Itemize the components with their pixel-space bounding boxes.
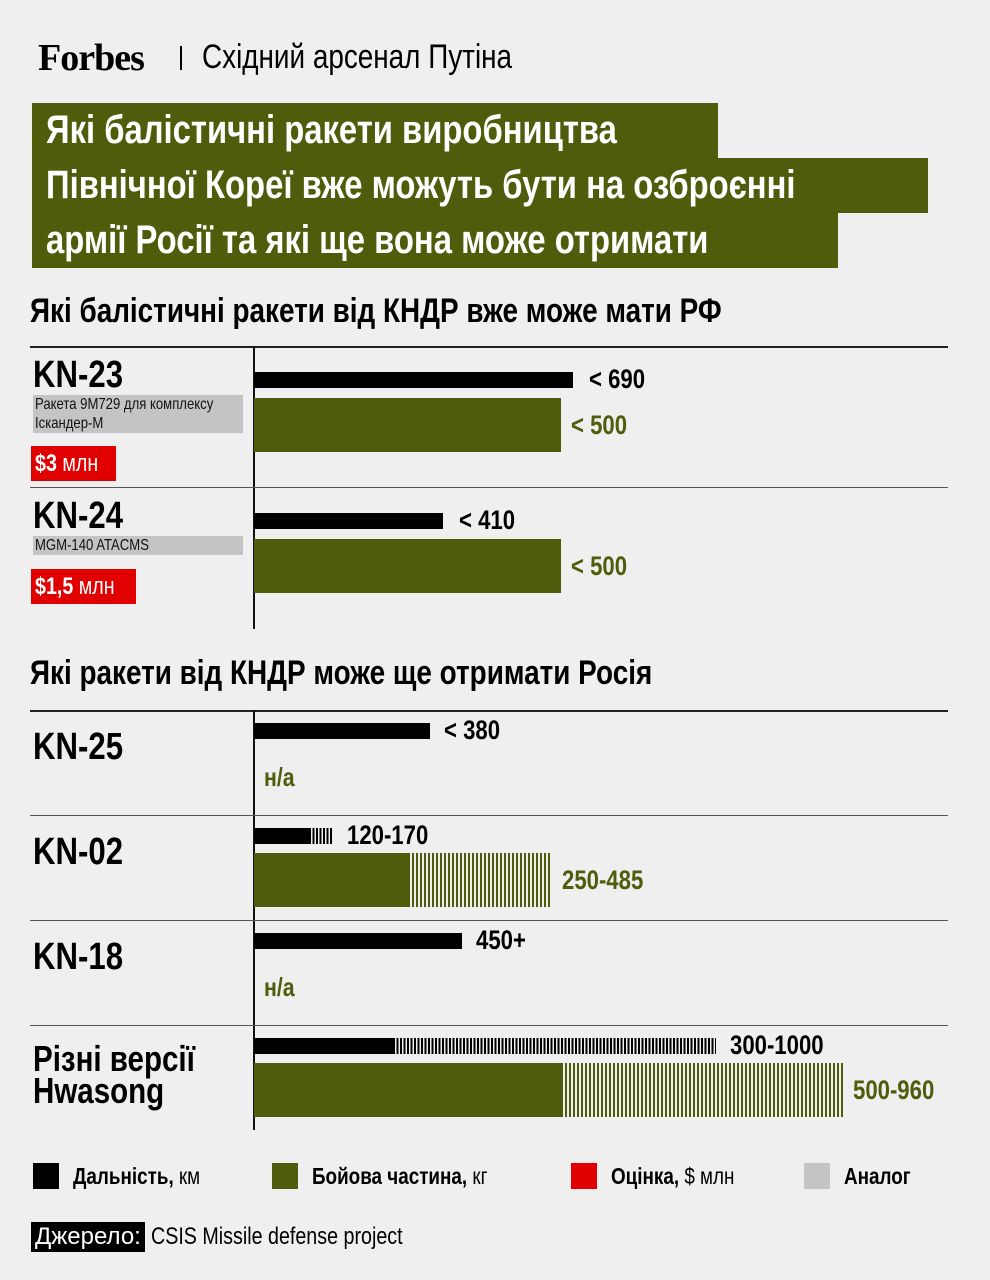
section-title-text: Які ракети від КНДР може ще отримати Рос… <box>30 654 653 692</box>
section-top-rule <box>30 710 948 712</box>
row-divider <box>30 1025 948 1026</box>
missile-name-text: KN-18 <box>33 936 124 978</box>
payload-label-text: < 500 <box>571 551 628 581</box>
payload-bar-solid <box>254 1063 561 1117</box>
analog-label: Ракета 9М729 для комплексу Іскандер-М <box>33 395 243 433</box>
legend-swatch <box>272 1163 298 1189</box>
legend-analog: Аналог <box>804 1163 925 1189</box>
title-line-3: армії Росії та які ще вона може отримати <box>32 213 838 268</box>
source-text: CSIS Missile defense project <box>150 1223 403 1250</box>
missile-name-text: KN-24 <box>33 495 124 537</box>
price-unit: млн <box>62 450 99 477</box>
range-bar-solid <box>254 372 573 388</box>
payload-label: < 500 <box>571 410 639 440</box>
section-title-text: Які балістичні ракети від КНДР вже може … <box>30 292 722 330</box>
legend-range: Дальність, км <box>33 1163 228 1189</box>
missile-name: KN-24 <box>33 497 293 535</box>
payload-na: н/а <box>264 972 301 1003</box>
legend-price: Оцінка, $ млн <box>571 1163 762 1189</box>
forbes-logo: Forbes <box>38 37 145 79</box>
missile-name: KN-02 <box>33 833 293 871</box>
title-line-1: Які балістичні ракети виробництва <box>32 103 718 158</box>
range-label-text: < 380 <box>443 715 500 745</box>
payload-label: 500-960 <box>853 1075 952 1105</box>
range-label: 450+ <box>476 925 537 955</box>
range-bar-solid <box>254 513 444 529</box>
legend-swatch <box>571 1163 597 1189</box>
range-bar-solid <box>254 828 310 844</box>
range-label: < 410 <box>459 505 527 535</box>
analog-label: MGM-140 ATACMS <box>33 536 243 555</box>
payload-bar-solid <box>254 398 561 452</box>
title-line-2: Північної Кореї вже можуть бути на озбро… <box>32 158 928 213</box>
payload-label-text: < 500 <box>571 410 628 440</box>
payload-na-text: н/а <box>264 972 295 1002</box>
legend-swatch <box>33 1163 59 1189</box>
range-label-text: < 690 <box>588 364 645 394</box>
range-label: 120-170 <box>347 820 446 850</box>
range-label: < 380 <box>444 715 512 745</box>
range-label: 300-1000 <box>730 1030 844 1060</box>
missile-name-text: KN-23 <box>33 354 124 396</box>
price-value: $1,5 <box>35 573 74 600</box>
legend-payload: Бойова частина, кг <box>272 1163 526 1189</box>
payload-na: н/а <box>264 762 301 793</box>
missile-name-text: Різні версії Hwasong <box>33 1038 195 1111</box>
missile-name-text: KN-25 <box>33 726 124 768</box>
header-separator <box>180 46 182 70</box>
payload-label: 250-485 <box>562 865 661 895</box>
range-bar-solid <box>254 1038 393 1054</box>
range-label: < 690 <box>589 364 657 394</box>
section-title: Які балістичні ракети від КНДР вже може … <box>30 292 873 331</box>
payload-na-text: н/а <box>264 762 295 792</box>
missile-name: Різні версії Hwasong <box>33 1038 293 1111</box>
source-label: Джерело: <box>31 1222 145 1252</box>
price-unit: млн <box>78 573 115 600</box>
price-badge: $1,5 млн <box>31 569 137 604</box>
payload-bar-uncertain <box>407 853 552 907</box>
range-bar-solid <box>254 933 462 949</box>
payload-label-text: 250-485 <box>561 865 644 895</box>
range-label-text: 120-170 <box>346 820 428 850</box>
range-label-text: < 410 <box>459 505 516 535</box>
payload-bar-uncertain <box>561 1063 844 1117</box>
section-top-rule <box>30 346 948 348</box>
row-divider <box>30 920 948 921</box>
range-bar-solid <box>254 723 430 739</box>
missile-name: KN-18 <box>33 938 293 976</box>
source-note: Джерело: CSIS Missile defense project <box>31 1222 458 1252</box>
analog-text: Ракета 9М729 для комплексу Іскандер-М <box>35 396 214 432</box>
row-divider <box>30 815 948 816</box>
missile-name: KN-25 <box>33 728 293 766</box>
series-title: Східний арсенал Путіна <box>202 38 513 76</box>
payload-bar-solid <box>254 539 561 593</box>
range-label-text: 300-1000 <box>730 1030 824 1060</box>
range-bar-uncertain <box>309 828 333 844</box>
payload-label: < 500 <box>571 551 639 581</box>
section-title: Які ракети від КНДР може ще отримати Рос… <box>30 654 789 693</box>
range-bar-uncertain <box>392 1038 716 1054</box>
missile-name-text: KN-02 <box>33 831 124 873</box>
price-value: $3 <box>35 450 57 477</box>
row-divider <box>30 487 948 488</box>
payload-bar-solid <box>254 853 408 907</box>
legend-swatch <box>804 1163 830 1189</box>
price-badge: $3 млн <box>31 446 117 481</box>
payload-label-text: 500-960 <box>853 1075 935 1105</box>
analog-text: MGM-140 ATACMS <box>35 537 149 554</box>
range-label-text: 450+ <box>475 925 526 955</box>
missile-name: KN-23 <box>33 356 293 394</box>
